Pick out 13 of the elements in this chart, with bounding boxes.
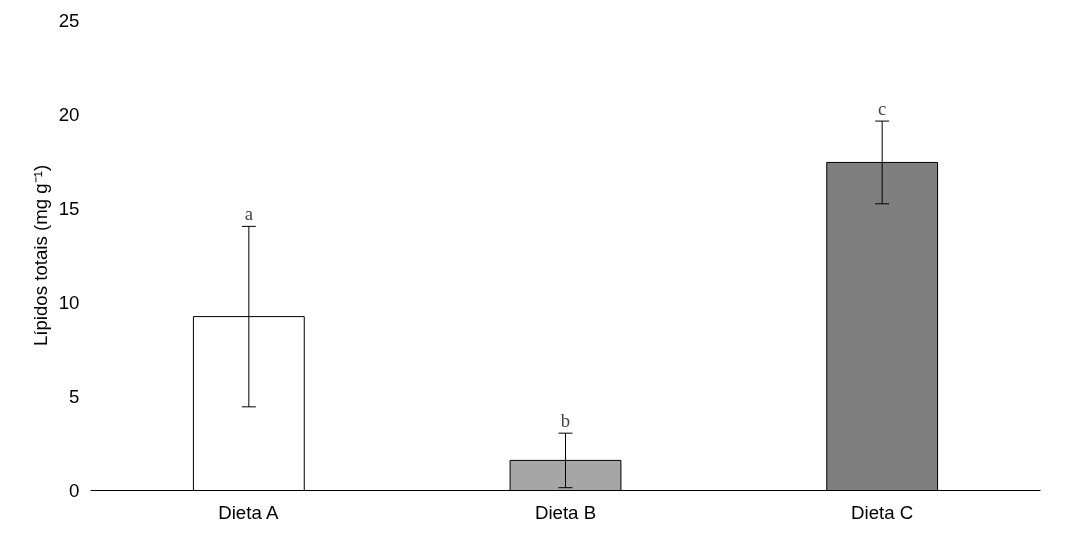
- annotation: a: [244, 203, 254, 225]
- x-tick-label: Dieta B: [534, 501, 597, 523]
- y-tick-label: 5: [69, 386, 80, 407]
- x-tick-label: Dieta A: [218, 501, 279, 523]
- y-tick-label: 10: [58, 292, 80, 313]
- y-tick-label: 25: [58, 10, 80, 31]
- y-tick-label: 20: [58, 104, 80, 125]
- y-tick-label: 15: [58, 198, 80, 219]
- x-tick-label: Dieta C: [851, 501, 914, 523]
- annotation: b: [560, 410, 571, 432]
- annotation: c: [878, 98, 887, 120]
- y-tick-label: 0: [69, 480, 80, 501]
- y-axis-title: Lípidos totais (mg g⁻¹): [29, 164, 51, 347]
